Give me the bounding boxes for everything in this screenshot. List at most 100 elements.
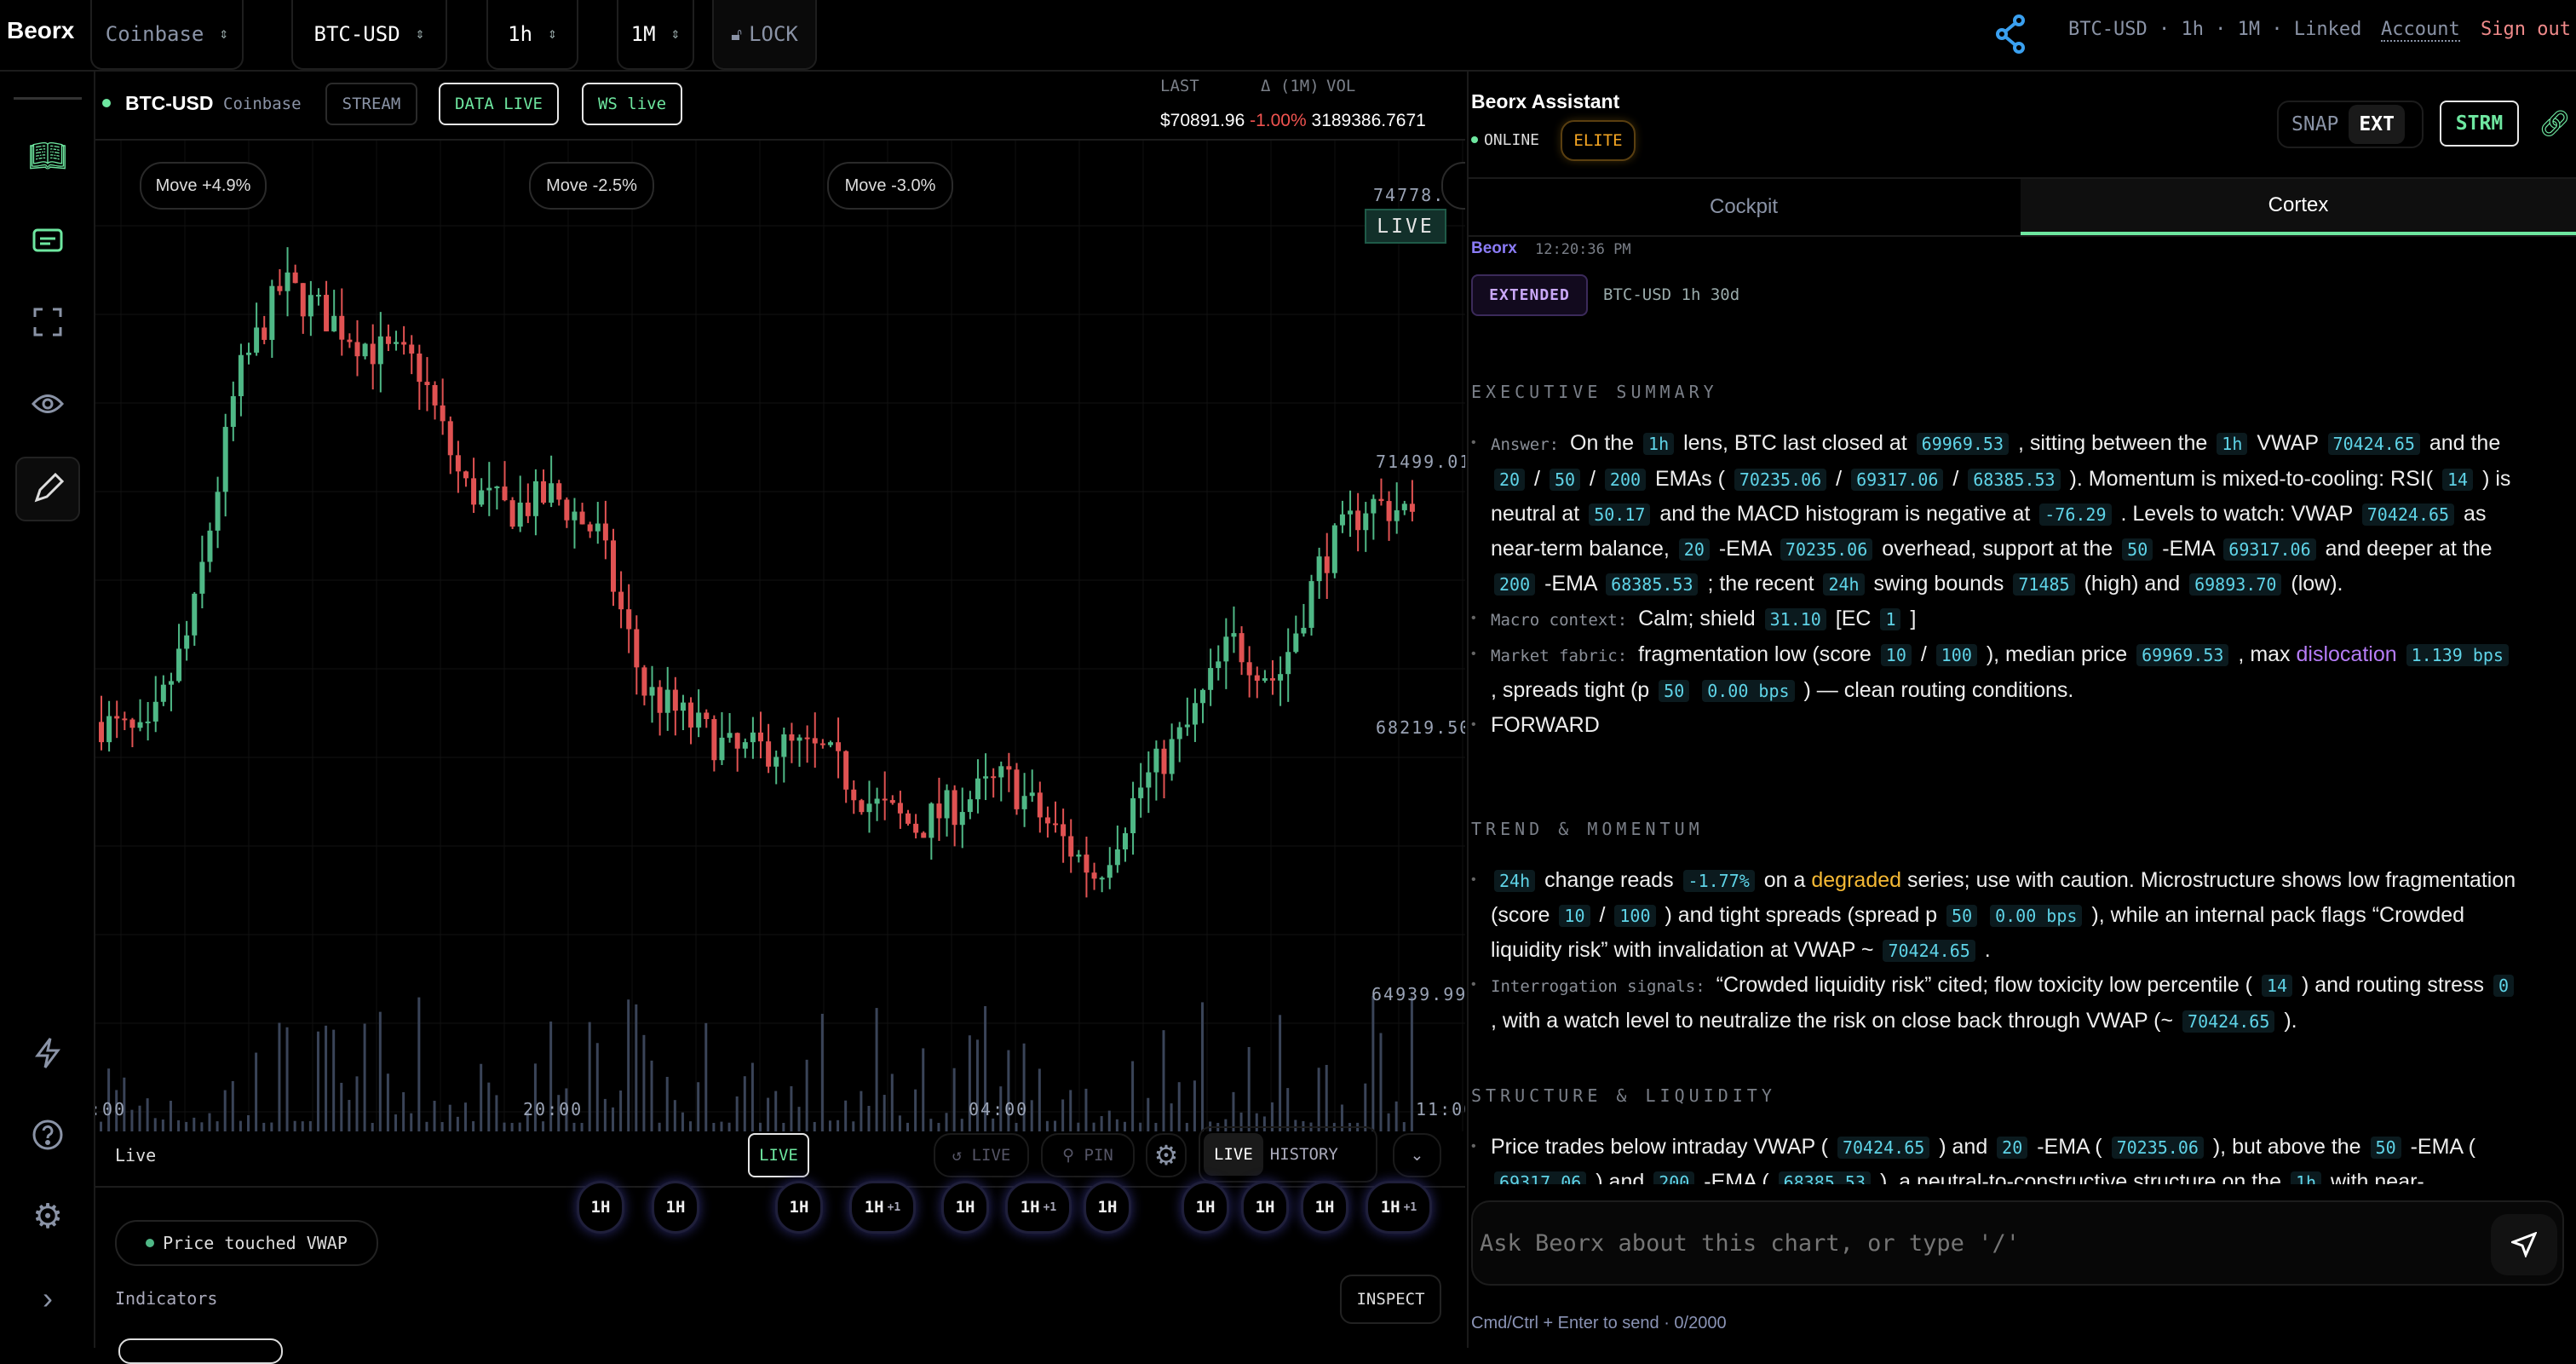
term-link[interactable]: dislocation	[2296, 642, 2397, 666]
pill-count: +1	[887, 1200, 901, 1214]
candle-body	[160, 684, 166, 702]
candle-body	[517, 502, 523, 527]
volume-bar	[169, 1101, 172, 1131]
timeframe-pill[interactable]: 1H	[1301, 1181, 1348, 1234]
timeframe-pill[interactable]: 1H	[577, 1181, 624, 1234]
live-button[interactable]: LIVE	[748, 1133, 809, 1177]
price-label: 68219.50	[1376, 717, 1465, 738]
text: -EMA	[1718, 537, 1771, 561]
segment-snap[interactable]: SNAP	[2291, 113, 2339, 135]
candle-body	[370, 343, 376, 365]
volume-bar	[1185, 1122, 1188, 1131]
data-live-badge[interactable]: DATA LIVE	[439, 83, 559, 125]
inspect-button[interactable]: INSPECT	[1340, 1275, 1441, 1324]
help-circle-icon[interactable]	[24, 1111, 72, 1159]
candle-body	[277, 285, 283, 291]
segment-ext[interactable]: EXT	[2349, 105, 2405, 144]
move-annotation[interactable]: Move +4.9%	[140, 162, 267, 210]
bullet-item: Macro context: Calm; shield 31.10 [EC 1 …	[1471, 601, 2519, 637]
expand-icon[interactable]	[24, 298, 72, 346]
timeframe-pill[interactable]: 1H	[775, 1181, 823, 1234]
timeframe-pill[interactable]: 1H	[652, 1181, 699, 1234]
timeframe-pill[interactable]: 1H	[1241, 1181, 1289, 1234]
gear-icon[interactable]: ⚙︎	[32, 1198, 63, 1235]
id-card-icon[interactable]	[24, 216, 72, 264]
pill-label: 1H	[1255, 1198, 1275, 1217]
chevron-right-icon[interactable]: ›	[43, 1281, 53, 1315]
segment-history[interactable]: HISTORY	[1269, 1145, 1338, 1164]
indicator-button[interactable]	[118, 1338, 283, 1364]
chart-settings-gear-icon[interactable]: ⚙︎	[1146, 1133, 1187, 1177]
vol-label: VOL	[1326, 77, 1356, 95]
volume-bar	[332, 1029, 336, 1131]
code-value: 69317.06	[2223, 538, 2316, 561]
candle-body	[734, 733, 740, 749]
pin-button[interactable]: ⚲ PIN	[1041, 1133, 1135, 1177]
candlestick-chart[interactable]	[95, 141, 1465, 1131]
link-icon[interactable]: 🔗︎	[2539, 110, 2572, 138]
timeframe-pill[interactable]: 1H +1	[1366, 1181, 1432, 1234]
live-history-toggle[interactable]: LIVE HISTORY	[1199, 1126, 1377, 1183]
text: .	[1984, 938, 1991, 962]
lock-label: LOCK	[749, 22, 798, 46]
tab-cockpit[interactable]: Cockpit	[1709, 195, 1779, 218]
move-annotation[interactable]: Move -2.5%	[529, 162, 654, 210]
updown-chevron-icon: ⇕	[670, 25, 681, 43]
volume-bar	[952, 1068, 956, 1131]
volume-bar	[1015, 1122, 1018, 1131]
online-dot	[1471, 136, 1478, 143]
range-select[interactable]: 1M ⇕	[617, 0, 694, 70]
volume-bar	[1107, 1110, 1111, 1131]
timeframe-pill[interactable]: 1H	[941, 1181, 989, 1234]
price-chart[interactable]: 74778.5 71499.01 68219.50 64939.99 :00 2…	[95, 141, 1465, 1131]
code-value: 71485	[2013, 573, 2075, 596]
send-button[interactable]	[2491, 1214, 2557, 1275]
strm-button[interactable]: STRM	[2440, 101, 2519, 147]
sign-out-link[interactable]: Sign out	[2481, 19, 2571, 40]
bolt-icon[interactable]	[24, 1029, 72, 1077]
stream-button[interactable]: STREAM	[325, 83, 417, 125]
chevron-down-icon[interactable]: ⌄	[1393, 1133, 1441, 1177]
book-open-icon[interactable]: 📖︎	[28, 138, 67, 173]
symbol-select[interactable]: BTC-USD ⇕	[291, 0, 447, 70]
timeframe-pill[interactable]: 1H	[1182, 1181, 1229, 1234]
timeframe-pill[interactable]: 1H +1	[849, 1181, 916, 1234]
volume-bar	[984, 1005, 987, 1131]
interval-select[interactable]: 1h ⇕	[486, 0, 578, 70]
segment-live[interactable]: LIVE	[1204, 1133, 1263, 1176]
volume-bar	[146, 1098, 149, 1131]
pill-label: 1H	[1097, 1198, 1118, 1217]
replay-live-button[interactable]: ↺ LIVE	[934, 1133, 1029, 1177]
code-value: 200	[1494, 573, 1536, 596]
tab-cortex[interactable]: Cortex	[2021, 179, 2576, 235]
exchange-select[interactable]: Coinbase ⇕	[90, 0, 244, 70]
text: , sitting between the	[2017, 431, 2208, 455]
candle-body	[509, 500, 515, 527]
candle-body	[750, 732, 756, 743]
candle-body	[525, 502, 531, 516]
code-value: 200	[1604, 469, 1647, 491]
chat-input[interactable]	[1480, 1219, 2468, 1267]
candle-body	[1371, 498, 1377, 514]
candle-body	[238, 354, 244, 397]
bullet-item: Market fabric: fragmentation low (score …	[1471, 637, 2519, 708]
move-annotation[interactable]: Move -3.0%	[827, 162, 953, 210]
account-link[interactable]: Account	[2381, 19, 2460, 42]
text: /	[1590, 467, 1596, 491]
volume-bar	[844, 1100, 848, 1131]
snap-ext-toggle[interactable]: SNAP EXT	[2277, 101, 2424, 148]
volume-bar	[681, 1112, 684, 1131]
pen-icon[interactable]	[15, 457, 80, 521]
volume-bar	[1325, 1064, 1328, 1131]
lock-button[interactable]: 🔓︎ LOCK	[712, 0, 817, 70]
ws-live-badge[interactable]: WS live	[582, 83, 682, 125]
share-nodes-icon[interactable]	[1993, 14, 2027, 55]
candle-body	[789, 734, 795, 741]
volume-bar	[1379, 1033, 1383, 1131]
eye-icon[interactable]	[24, 380, 72, 428]
timeframe-pill[interactable]: 1H +1	[1005, 1181, 1072, 1234]
timeframe-pill[interactable]: 1H	[1084, 1181, 1131, 1234]
candle-body	[1285, 652, 1291, 675]
bullet-item: 24h change reads -1.77% on a degraded se…	[1471, 863, 2519, 968]
alert-chip[interactable]: Price touched VWAP	[115, 1220, 378, 1266]
